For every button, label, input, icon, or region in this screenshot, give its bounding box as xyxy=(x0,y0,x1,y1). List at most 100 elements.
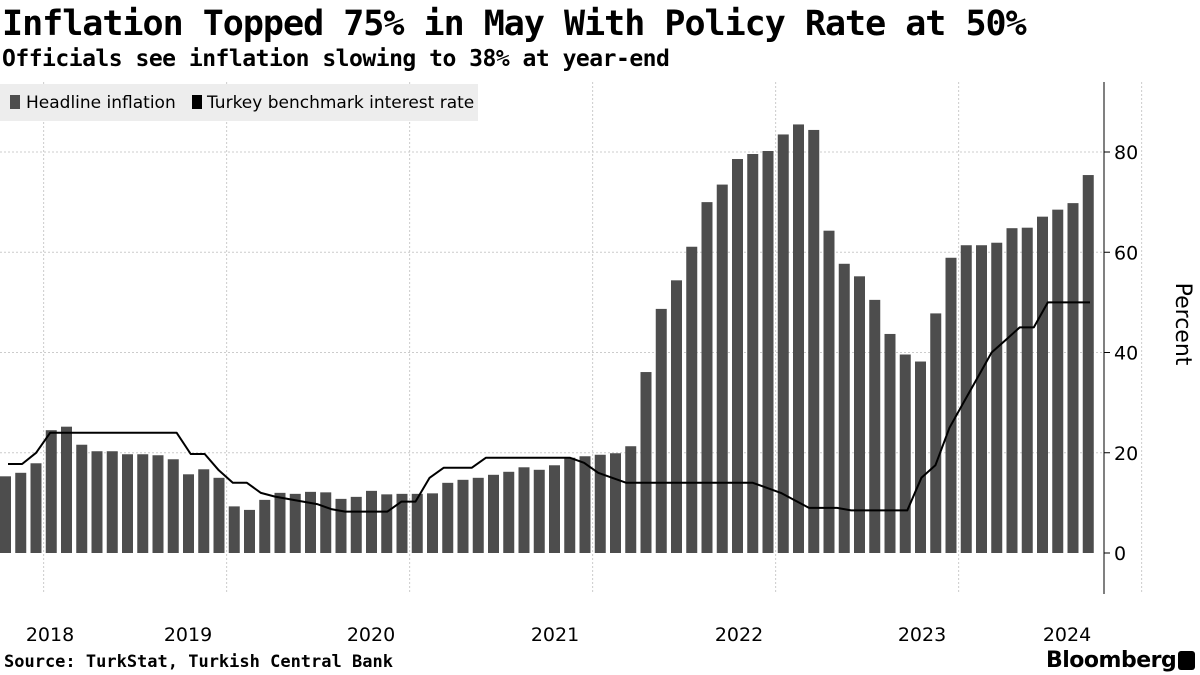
inflation-bar xyxy=(991,242,1003,553)
inflation-bar xyxy=(213,477,225,553)
inflation-bar xyxy=(488,474,499,553)
bloomberg-mark-icon xyxy=(1178,651,1195,670)
legend-label-inflation: Headline inflation xyxy=(26,93,176,113)
x-tick-label: 2024 xyxy=(1043,624,1091,646)
inflation-bar xyxy=(640,372,652,553)
inflation-bar xyxy=(457,479,469,553)
interest-rate-line xyxy=(8,301,1090,513)
inflation-bar xyxy=(594,454,606,553)
inflation-bar xyxy=(1006,228,1018,553)
inflation-bar xyxy=(381,494,393,553)
inflation-bar xyxy=(427,493,438,553)
inflation-bar xyxy=(976,245,987,554)
inflation-bar xyxy=(838,263,850,553)
inflation-bar xyxy=(579,456,591,553)
inflation-bar xyxy=(701,202,713,553)
inflation-bar xyxy=(45,430,57,553)
inflation-bar xyxy=(503,471,515,553)
inflation-bar xyxy=(106,451,118,553)
legend: Headline inflation Turkey benchmark inter… xyxy=(0,84,478,121)
x-tick-label: 2021 xyxy=(531,624,579,646)
inflation-bar xyxy=(122,454,133,553)
inflation-bar xyxy=(915,361,926,553)
inflation-bar xyxy=(137,454,149,553)
inflation-bar xyxy=(518,467,530,553)
inflation-bar xyxy=(472,477,484,553)
inflation-bar xyxy=(167,459,179,553)
inflation-bar xyxy=(747,154,759,553)
inflation-bar xyxy=(183,474,194,553)
y-tick-label: 20 xyxy=(1114,443,1138,465)
inflation-bar xyxy=(732,159,743,553)
chart-subtitle: Officials see inflation slowing to 38% a… xyxy=(2,46,670,72)
inflation-bar xyxy=(884,333,896,553)
inflation-bar xyxy=(335,498,347,553)
inflation-bar xyxy=(228,506,240,553)
inflation-bar xyxy=(762,150,774,553)
gridlines xyxy=(0,82,1143,594)
inflation-bar xyxy=(686,246,698,553)
inflation-bar xyxy=(274,492,286,553)
inflation-bar xyxy=(244,509,255,553)
inflation-bar xyxy=(305,491,316,553)
inflation-bar xyxy=(15,472,27,553)
inflation-bar xyxy=(793,124,804,554)
inflation-bar xyxy=(366,490,377,553)
inflation-bar xyxy=(777,134,789,554)
x-tick-label: 2018 xyxy=(26,624,74,646)
inflation-bar xyxy=(1037,216,1048,553)
y-tick-label: 0 xyxy=(1114,543,1126,565)
x-tick-label: 2023 xyxy=(898,624,946,646)
inflation-bar xyxy=(76,444,88,553)
inflation-bar xyxy=(899,354,911,553)
inflation-bar xyxy=(442,482,454,553)
inflation-bar xyxy=(61,426,72,553)
inflation-bar xyxy=(1082,175,1094,553)
y-tick-label: 40 xyxy=(1114,343,1138,365)
inflation-bar xyxy=(30,463,42,553)
axes: 0 20 40 60 80 2018 2019 2020 2021 2022 2023 2024 Per… xyxy=(26,82,1195,646)
y-tick-label: 60 xyxy=(1114,242,1138,264)
chart-title: Inflation Topped 75% in May With Policy … xyxy=(2,4,1027,44)
inflation-bar xyxy=(0,476,11,553)
inflation-bar xyxy=(396,493,408,553)
inflation-bar xyxy=(671,280,682,553)
inflation-bar xyxy=(411,493,423,553)
inflation-bar xyxy=(564,457,576,553)
inflation-bar xyxy=(930,313,942,553)
inflation-bar xyxy=(91,451,103,553)
source-note: Source: TurkStat, Turkish Central Bank xyxy=(4,652,393,672)
inflation-bar xyxy=(1021,227,1033,553)
inflation-bar xyxy=(625,446,637,553)
inflation-bar xyxy=(823,230,835,554)
legend-swatch-inflation xyxy=(10,95,20,109)
x-tick-label: 2022 xyxy=(715,624,763,646)
inflation-bar xyxy=(259,499,271,553)
inflation-bar xyxy=(198,469,210,553)
inflation-bar xyxy=(610,453,621,553)
y-tick-label: 80 xyxy=(1114,142,1138,164)
inflation-bars xyxy=(0,124,1094,554)
inflation-bar xyxy=(549,465,560,553)
inflation-bar xyxy=(289,493,301,553)
inflation-bar xyxy=(945,257,957,553)
y-axis-title: Percent xyxy=(1170,283,1195,366)
x-tick-label: 2020 xyxy=(347,624,395,646)
bloomberg-logo: Bloomberg xyxy=(1046,648,1177,673)
legend-swatch-rate xyxy=(192,95,202,109)
inflation-bar xyxy=(1052,209,1064,554)
inflation-bar xyxy=(854,276,865,553)
inflation-bar xyxy=(655,308,667,553)
inflation-bar xyxy=(320,492,332,553)
inflation-bar xyxy=(1067,203,1079,553)
x-tick-label: 2019 xyxy=(164,624,212,646)
inflation-bar xyxy=(808,129,820,553)
inflation-bar xyxy=(152,455,164,553)
legend-background xyxy=(0,84,478,121)
inflation-bar xyxy=(716,184,728,554)
legend-label-rate: Turkey benchmark interest rate xyxy=(206,93,474,113)
inflation-bar xyxy=(869,299,881,553)
inflation-bar xyxy=(533,469,545,553)
inflation-bar xyxy=(350,496,362,553)
